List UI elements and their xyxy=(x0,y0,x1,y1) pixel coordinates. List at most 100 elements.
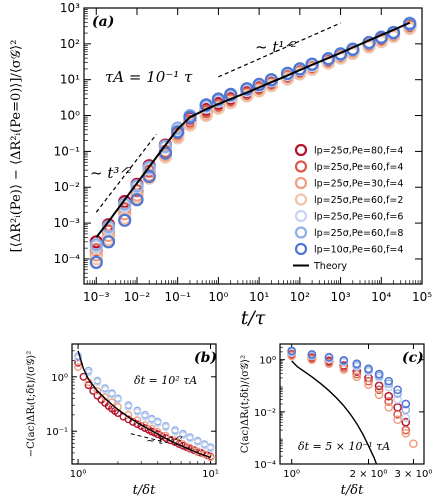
x-tick-label: 10² xyxy=(290,290,310,304)
legend-marker xyxy=(294,193,308,206)
data-point xyxy=(384,376,394,386)
panel-c-ylabel: C(ac)ΔRᵢ(t;δt)/⟨σ𝒢⟩² xyxy=(240,355,251,453)
data-point xyxy=(200,441,209,450)
theory-line xyxy=(291,360,378,465)
data-point xyxy=(193,438,202,446)
data-point xyxy=(161,423,170,432)
data-point xyxy=(93,391,102,400)
data-point xyxy=(211,101,225,115)
data-point xyxy=(374,385,384,395)
data-point xyxy=(393,402,402,412)
data-point xyxy=(158,139,172,153)
data-point xyxy=(206,444,215,453)
data-point xyxy=(293,67,307,81)
data-point xyxy=(84,381,93,390)
data-point xyxy=(264,79,278,93)
data-point xyxy=(393,389,402,398)
data-point xyxy=(142,169,156,184)
panel-a-marks xyxy=(89,16,417,269)
legend-marker xyxy=(294,160,308,173)
panel-c: 10⁰ 2 × 10⁰ 3 × 10⁰ 10⁻⁴ 10⁻² 10⁰ (c) δt = 5 … xyxy=(240,343,433,498)
x-tick-label: 10³ xyxy=(331,290,351,304)
data-point xyxy=(393,410,402,419)
panel-a-guides xyxy=(95,22,341,213)
data-point xyxy=(74,363,83,372)
data-point xyxy=(89,255,103,269)
legend-marker xyxy=(294,143,308,157)
legend-entry: lp=25σ,Pe=60,f=4 xyxy=(314,162,403,173)
y-tick-label: 10⁻² xyxy=(54,180,81,194)
data-point xyxy=(93,378,102,386)
panel-a-ticks: 10⁻³ 10⁻² 10⁻¹ 10⁰ 10¹ 10² 10³ 10⁴ 10⁵ 10⁻⁴ 10⁻³ 10… xyxy=(54,1,433,304)
y-tick-label: 10⁰ xyxy=(259,356,276,367)
legend-entry: lp=25σ,Pe=60,f=2 xyxy=(314,195,403,206)
data-point xyxy=(401,405,411,415)
data-point xyxy=(287,351,297,361)
theory-line xyxy=(95,21,411,239)
legend-marker xyxy=(294,226,308,239)
panel-a-tau-annotation: τA = 10⁻¹ τ xyxy=(105,68,193,86)
panel-a-xlabel: t/τ xyxy=(241,307,266,329)
data-point xyxy=(240,89,254,103)
panel-c-marks xyxy=(287,346,418,465)
panel-a-letter: (a) xyxy=(92,14,114,30)
x-tick-label: 10⁰ xyxy=(283,469,300,480)
data-point xyxy=(118,207,132,221)
panel-b-marks xyxy=(74,350,215,462)
data-point xyxy=(93,386,102,395)
data-point xyxy=(393,385,402,395)
legend-entry: lp=10σ,Pe=60,f=4 xyxy=(314,245,403,256)
x-tick-label: 3 × 10⁰ xyxy=(395,469,433,480)
y-tick-label: 10⁰ xyxy=(60,109,80,123)
data-point xyxy=(224,95,238,110)
data-point xyxy=(141,412,149,421)
x-tick-label: 10⁴ xyxy=(371,290,391,304)
data-point xyxy=(118,213,132,227)
theory-line xyxy=(77,350,211,459)
data-point xyxy=(324,352,334,362)
y-tick-label: 10⁻¹ xyxy=(46,427,68,438)
data-point xyxy=(401,399,411,409)
panel-c-delta-annotation: δt = 5 × 10⁻¹ τA xyxy=(298,440,390,453)
data-point xyxy=(374,35,388,49)
x-tick-label: 10⁻³ xyxy=(83,290,110,304)
data-point xyxy=(147,416,156,424)
data-point xyxy=(384,379,394,389)
panel-a-ylabel: [⟨ΔR²ᵢ(Pe)⟩ − ⟨ΔR²ᵢ(Pe=0)⟩]/⟨σ𝒢⟩² xyxy=(9,40,24,253)
panel-a: 10⁻³ 10⁻² 10⁻¹ 10⁰ 10¹ 10² 10³ 10⁴ 10⁵ 10⁻⁴ 10⁻³ 10… xyxy=(9,1,432,329)
data-point xyxy=(281,72,295,86)
data-point xyxy=(339,355,349,365)
data-point xyxy=(403,17,417,31)
data-point xyxy=(305,57,319,71)
x-tick-label: 2 × 10⁰ xyxy=(350,469,388,480)
panel-b-xlabel: t/δt xyxy=(133,483,156,498)
data-point xyxy=(401,425,411,435)
panel-b-letter: (b) xyxy=(194,350,217,366)
x-tick-label: 10⁵ xyxy=(412,290,432,304)
data-point xyxy=(374,390,384,400)
data-point xyxy=(153,430,162,439)
panel-b-delta-annotation: δt = 10² τA xyxy=(134,374,197,387)
y-tick-label: 10⁻⁴ xyxy=(254,460,276,471)
data-point xyxy=(364,376,373,386)
x-tick-label: 10¹ xyxy=(202,469,219,480)
data-point xyxy=(307,355,317,365)
y-tick-label: 10⁻⁴ xyxy=(54,252,81,266)
legend-entry: lp=25σ,Pe=80,f=4 xyxy=(314,146,403,157)
data-point xyxy=(307,350,317,359)
data-point xyxy=(101,235,116,249)
data-point xyxy=(101,385,110,394)
legend-marker xyxy=(294,242,308,256)
data-point xyxy=(133,408,142,416)
data-point xyxy=(374,369,384,379)
data-point xyxy=(393,395,402,404)
data-point xyxy=(130,193,144,207)
panel-a-slope-short-label: ~ t³ᐟ² xyxy=(90,164,132,182)
data-point xyxy=(74,354,83,362)
data-point xyxy=(409,439,418,449)
data-point xyxy=(321,52,335,66)
data-point xyxy=(293,62,307,76)
panel-b-ylabel: −C(ac)ΔRᵢ(t;δt)/⟨σ𝒢⟩² xyxy=(26,351,37,458)
data-point xyxy=(240,82,254,96)
